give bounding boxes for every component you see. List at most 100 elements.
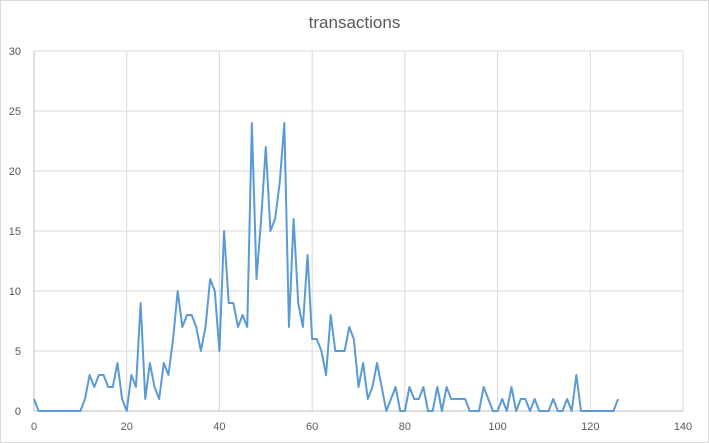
data-point-97 <box>482 386 484 388</box>
data-point-125 <box>612 410 614 412</box>
data-point-67 <box>343 350 345 352</box>
data-point-47 <box>251 122 253 124</box>
data-point-8 <box>70 410 72 412</box>
data-point-54 <box>283 122 285 124</box>
data-point-88 <box>441 410 443 412</box>
data-point-14 <box>98 374 100 376</box>
data-point-108 <box>533 398 535 400</box>
x-tick-label-140: 140 <box>674 421 692 433</box>
data-point-92 <box>459 398 461 400</box>
data-point-3 <box>47 410 49 412</box>
data-point-74 <box>376 362 378 364</box>
axes <box>33 51 683 412</box>
data-point-81 <box>408 386 410 388</box>
data-point-98 <box>487 398 489 400</box>
data-point-111 <box>547 410 549 412</box>
data-point-114 <box>561 410 563 412</box>
x-tick-label-40: 40 <box>213 421 225 433</box>
data-point-46 <box>246 326 248 328</box>
data-point-40 <box>218 350 220 352</box>
data-point-20 <box>126 410 128 412</box>
data-point-94 <box>469 410 471 412</box>
y-tick-label-0: 0 <box>15 406 21 418</box>
data-point-45 <box>241 314 243 316</box>
data-point-33 <box>186 314 188 316</box>
data-point-49 <box>260 218 262 220</box>
data-point-27 <box>158 398 160 400</box>
data-point-24 <box>144 398 146 400</box>
data-point-113 <box>557 410 559 412</box>
gridlines <box>34 50 684 411</box>
data-point-122 <box>598 410 600 412</box>
data-point-30 <box>172 338 174 340</box>
data-point-100 <box>496 410 498 412</box>
data-point-86 <box>431 410 433 412</box>
data-point-16 <box>107 386 109 388</box>
data-point-115 <box>566 398 568 400</box>
x-tick-label-100: 100 <box>488 421 506 433</box>
data-point-90 <box>450 398 452 400</box>
data-point-57 <box>297 302 299 304</box>
x-tick-label-80: 80 <box>399 421 411 433</box>
data-point-82 <box>413 398 415 400</box>
data-point-5 <box>56 410 58 412</box>
data-point-55 <box>288 326 290 328</box>
data-point-65 <box>334 350 336 352</box>
data-point-4 <box>51 410 53 412</box>
data-point-96 <box>478 410 480 412</box>
data-point-10 <box>79 410 81 412</box>
data-point-26 <box>153 386 155 388</box>
data-point-78 <box>394 386 396 388</box>
y-tick-label-30: 30 <box>9 46 21 58</box>
data-point-70 <box>357 386 359 388</box>
y-tick-label-5: 5 <box>15 346 21 358</box>
data-point-109 <box>538 410 540 412</box>
data-point-71 <box>362 362 364 364</box>
data-point-22 <box>135 386 137 388</box>
data-point-32 <box>181 326 183 328</box>
data-point-116 <box>571 410 573 412</box>
data-point-19 <box>121 398 123 400</box>
data-point-75 <box>380 386 382 388</box>
data-point-120 <box>589 410 591 412</box>
data-point-68 <box>348 326 350 328</box>
data-point-28 <box>163 362 165 364</box>
data-point-7 <box>65 410 67 412</box>
data-point-17 <box>112 386 114 388</box>
data-point-60 <box>311 338 313 340</box>
y-tick-label-20: 20 <box>9 166 21 178</box>
data-point-38 <box>209 278 211 280</box>
series-transactions <box>33 122 620 412</box>
y-tick-label-15: 15 <box>9 226 21 238</box>
data-point-102 <box>506 410 508 412</box>
data-point-34 <box>190 314 192 316</box>
data-point-31 <box>177 290 179 292</box>
data-point-23 <box>139 302 141 304</box>
data-point-83 <box>418 398 420 400</box>
data-point-85 <box>427 410 429 412</box>
data-point-56 <box>292 218 294 220</box>
data-point-80 <box>404 410 406 412</box>
y-tick-label-10: 10 <box>9 286 21 298</box>
data-point-104 <box>515 410 517 412</box>
data-point-95 <box>473 410 475 412</box>
data-point-1 <box>37 410 39 412</box>
data-point-51 <box>269 230 271 232</box>
data-point-39 <box>214 290 216 292</box>
data-point-12 <box>88 374 90 376</box>
data-point-93 <box>464 398 466 400</box>
data-point-107 <box>529 410 531 412</box>
data-point-13 <box>93 386 95 388</box>
data-point-101 <box>501 398 503 400</box>
data-point-21 <box>130 374 132 376</box>
data-point-2 <box>42 410 44 412</box>
data-point-84 <box>422 386 424 388</box>
data-point-15 <box>102 374 104 376</box>
data-point-35 <box>195 326 197 328</box>
data-point-11 <box>84 398 86 400</box>
data-point-9 <box>75 410 77 412</box>
data-point-37 <box>204 326 206 328</box>
data-point-29 <box>167 374 169 376</box>
